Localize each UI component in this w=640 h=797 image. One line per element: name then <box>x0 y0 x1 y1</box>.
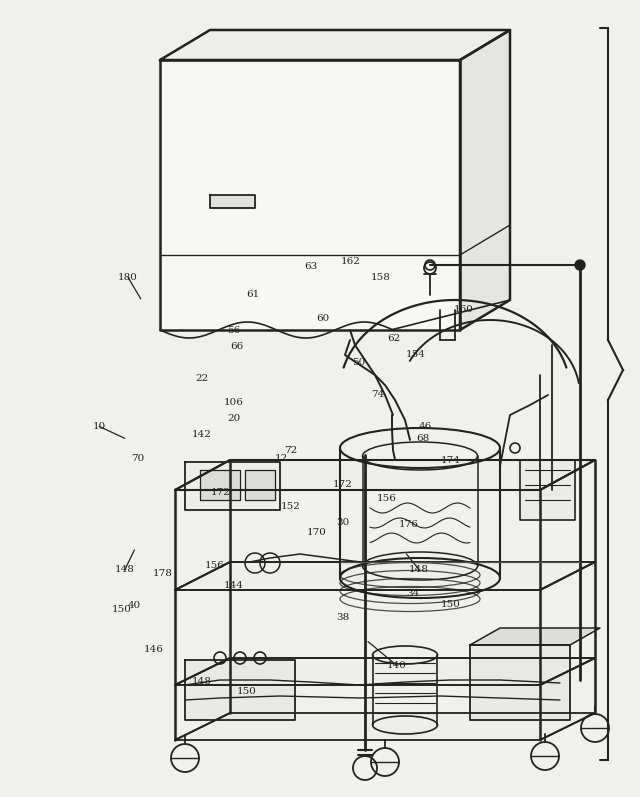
Text: 22: 22 <box>195 374 208 383</box>
Text: 56: 56 <box>227 326 240 336</box>
Text: 61: 61 <box>246 290 259 300</box>
Text: 34: 34 <box>406 589 419 599</box>
Text: 150: 150 <box>111 605 132 614</box>
Text: 38: 38 <box>336 613 349 622</box>
Polygon shape <box>460 30 510 330</box>
Text: 62: 62 <box>387 334 400 344</box>
Text: 152: 152 <box>281 501 301 511</box>
Text: 154: 154 <box>406 350 426 359</box>
Polygon shape <box>520 460 575 520</box>
Text: 150: 150 <box>236 687 257 697</box>
Text: 170: 170 <box>307 528 327 537</box>
Polygon shape <box>185 660 295 720</box>
Text: 70: 70 <box>131 453 144 463</box>
Polygon shape <box>175 460 595 490</box>
Text: 10: 10 <box>93 422 106 431</box>
Polygon shape <box>160 60 460 330</box>
Text: 176: 176 <box>398 520 419 529</box>
Text: 40: 40 <box>128 601 141 611</box>
Text: 178: 178 <box>153 569 173 579</box>
Text: 146: 146 <box>143 645 164 654</box>
Text: 20: 20 <box>227 414 240 423</box>
Polygon shape <box>210 195 255 208</box>
Text: 68: 68 <box>416 434 429 443</box>
Text: 172: 172 <box>332 480 353 489</box>
Circle shape <box>575 260 585 270</box>
Text: 142: 142 <box>191 430 212 439</box>
Polygon shape <box>470 628 600 645</box>
Text: 150: 150 <box>441 599 461 609</box>
Polygon shape <box>175 713 595 740</box>
Polygon shape <box>160 30 510 60</box>
Text: 12: 12 <box>275 453 288 463</box>
Text: 174: 174 <box>441 456 461 465</box>
Polygon shape <box>185 462 280 510</box>
Polygon shape <box>175 658 595 685</box>
Text: 148: 148 <box>191 677 212 686</box>
Polygon shape <box>470 645 570 720</box>
Text: 156: 156 <box>377 493 397 503</box>
Text: 144: 144 <box>223 581 244 591</box>
Polygon shape <box>200 470 240 500</box>
Polygon shape <box>175 562 595 590</box>
Text: 63: 63 <box>304 262 317 272</box>
Text: 148: 148 <box>115 565 135 575</box>
Text: 60: 60 <box>317 314 330 324</box>
Text: 106: 106 <box>223 398 244 407</box>
Text: 172: 172 <box>211 488 231 497</box>
Polygon shape <box>245 470 275 500</box>
Text: 162: 162 <box>340 257 361 266</box>
Text: 140: 140 <box>387 661 407 670</box>
Text: 46: 46 <box>419 422 432 431</box>
Text: 74: 74 <box>371 390 384 399</box>
Text: 156: 156 <box>204 561 225 571</box>
Text: 30: 30 <box>336 517 349 527</box>
Text: 66: 66 <box>230 342 243 351</box>
Text: 160: 160 <box>454 304 474 314</box>
Text: 180: 180 <box>118 273 138 282</box>
Text: 148: 148 <box>409 565 429 575</box>
Text: 158: 158 <box>371 273 391 282</box>
Text: 50: 50 <box>352 358 365 367</box>
Text: 72: 72 <box>285 446 298 455</box>
